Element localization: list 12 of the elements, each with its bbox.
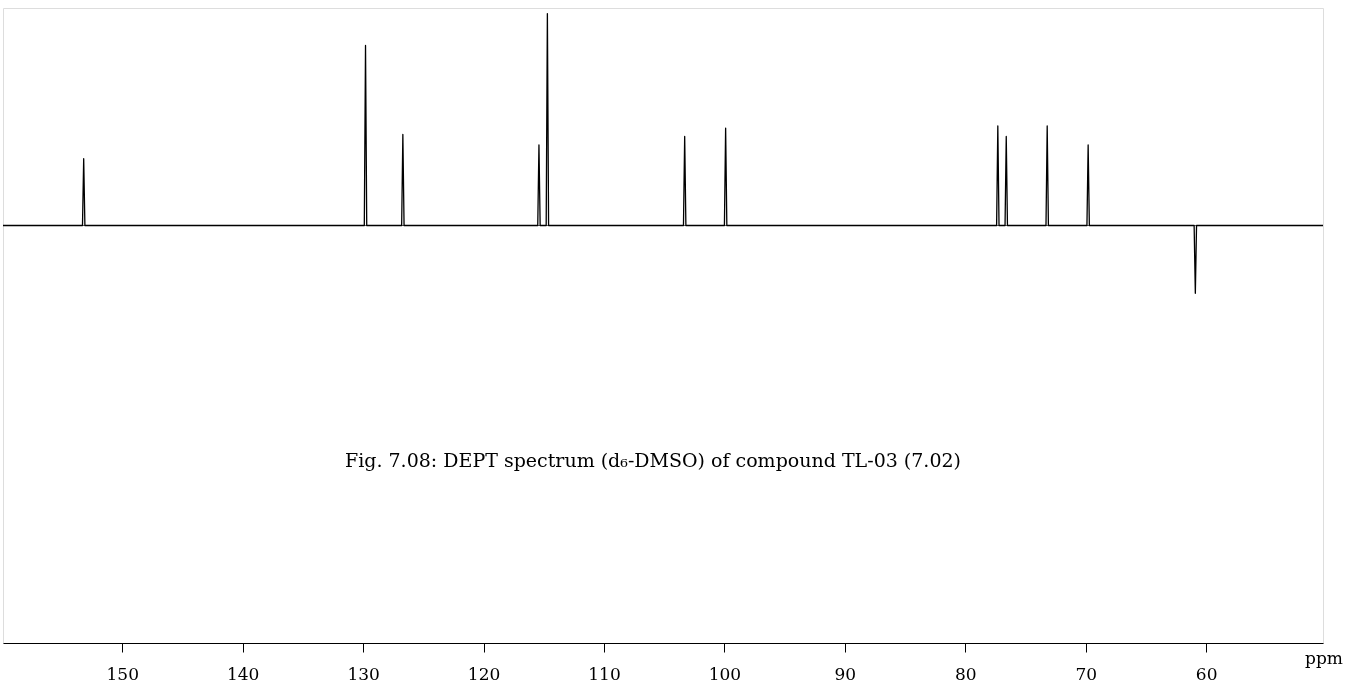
x-axis-title: ppm xyxy=(1305,648,1343,668)
x-tick-label: 110 xyxy=(588,663,621,684)
x-tick-label: 100 xyxy=(708,663,742,684)
x-tick-label: 150 xyxy=(106,663,139,684)
x-tick-label: 120 xyxy=(467,663,501,684)
x-tick-label: 140 xyxy=(226,663,260,684)
x-tick-label: 90 xyxy=(834,663,857,684)
x-tick-label: 130 xyxy=(347,663,380,684)
x-tick-label: 80 xyxy=(954,663,977,684)
x-tick-label: 60 xyxy=(1195,663,1218,684)
text: Fig. 7.08: DEPT spectrum (d₆-DMSO) of compound TL-03 (7.02) xyxy=(345,448,961,471)
x-tick-label: 70 xyxy=(1075,663,1098,684)
